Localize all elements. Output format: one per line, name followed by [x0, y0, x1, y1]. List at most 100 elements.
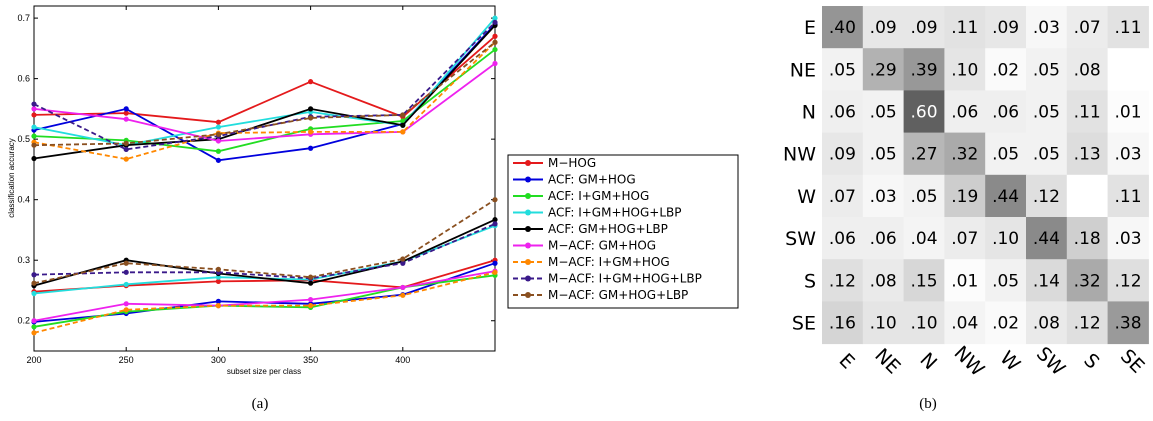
row-label: NW [783, 144, 816, 166]
cell-fill [944, 6, 986, 49]
matrix-cell: .07 [944, 217, 986, 260]
y-tick-label: 0.5 [17, 134, 30, 144]
series-line [33, 41, 496, 161]
cell-value: .08 [870, 271, 897, 291]
cell-value: .13 [1074, 145, 1101, 165]
data-point [215, 298, 221, 304]
data-point [31, 106, 37, 112]
cell-value: .12 [1114, 271, 1141, 291]
matrix-cell: .08 [1026, 301, 1068, 345]
data-point [31, 155, 37, 162]
cell-fill [903, 132, 945, 176]
cell-fill [1026, 217, 1068, 260]
data-point [31, 318, 37, 324]
matrix-cell: .15 [903, 259, 945, 302]
y-tick-label: 0.6 [17, 74, 30, 84]
matrix-cell: .05 [862, 132, 905, 176]
matrix-cell: .06 [822, 90, 864, 134]
cell-value: .11 [1114, 187, 1141, 207]
data-point [31, 101, 37, 107]
series-line [33, 41, 496, 147]
cell-fill [985, 6, 1027, 49]
legend-label: ACF: GM+HOG+LBP [548, 222, 668, 236]
matrix-cell: .12 [1026, 174, 1068, 218]
matrix-cell: .13 [1066, 132, 1109, 176]
data-point [215, 131, 221, 137]
data-point [492, 217, 498, 223]
cell-fill [944, 174, 986, 218]
cell-fill [862, 48, 905, 91]
cell-fill [862, 174, 905, 218]
data-point [492, 46, 498, 53]
legend-item: M−ACF: I+GM+HOG [513, 255, 670, 269]
cell-value: .06 [951, 103, 978, 123]
data-point [31, 330, 37, 336]
cell-fill [862, 301, 905, 345]
plot-area [33, 5, 496, 352]
data-point [492, 19, 498, 25]
legend: M−HOG ACF: GM+HOG ACF: I+GM+HOG ACF: I+GM+H… [507, 154, 739, 309]
column-label: SE [1116, 345, 1149, 378]
cell-value: .05 [870, 103, 897, 123]
cell-fill [1026, 48, 1068, 91]
cell-fill [1066, 132, 1109, 176]
data-point [215, 148, 221, 154]
cell-value: .03 [1114, 229, 1141, 249]
matrix-cell: .08 [1066, 48, 1109, 91]
cell-value: .09 [870, 18, 897, 38]
matrix-cell: .05 [1026, 90, 1068, 134]
matrix-cell: .06 [985, 90, 1027, 134]
cell-fill [1107, 174, 1149, 218]
matrix-cell: .05 [985, 259, 1027, 302]
column-label: N [915, 349, 941, 375]
data-point [492, 260, 498, 266]
legend-swatch-marker [525, 259, 531, 265]
data-point [215, 119, 221, 125]
caption-b: (b) [919, 396, 937, 412]
cell-fill [903, 48, 945, 91]
matrix-cell: .05 [903, 174, 945, 218]
cell-value: .18 [1074, 229, 1101, 249]
matrix-cell: .06 [862, 217, 905, 260]
data-point [492, 197, 498, 203]
matrix-cell: .32 [1066, 259, 1109, 302]
matrix-cell: .11 [1107, 174, 1149, 218]
cell-value: .32 [1074, 271, 1101, 291]
cell-fill [822, 48, 864, 91]
data-point [123, 116, 129, 122]
data-point [492, 269, 498, 275]
matrix-cell: .06 [944, 90, 986, 134]
data-point [308, 115, 314, 121]
data-point [215, 124, 221, 130]
matrix-cell: .38 [1107, 301, 1149, 345]
legend-swatch-marker [525, 209, 531, 216]
matrix-cell: .01 [944, 259, 986, 302]
matrix-cell: .12 [1107, 259, 1149, 302]
matrix-cell: .03 [1107, 132, 1149, 176]
matrix-cell: .05 [822, 48, 864, 91]
cell-fill [822, 132, 864, 176]
x-tick-label: 400 [395, 355, 410, 365]
matrix-cell: .14 [1026, 259, 1068, 302]
matrix-cell: .12 [822, 259, 864, 302]
data-point [123, 269, 129, 275]
matrix-cell: .01 [1107, 90, 1149, 134]
data-point [123, 140, 129, 146]
row-labels: E NE N NW W SW S SE [783, 17, 816, 334]
matrix-cell: .12 [1066, 301, 1109, 345]
cell-fill [1026, 90, 1068, 134]
cell-fill [903, 90, 945, 134]
x-axis: 200 250 300 350 400 [26, 6, 410, 365]
matrix-cells: .40 .09 .09 .11 .09 .03 .07 .11 .05 .29 .39 .10 .02.… [822, 6, 1149, 345]
cell-value: .05 [992, 145, 1019, 165]
cell-fill [822, 174, 864, 218]
cell-fill [985, 48, 1027, 91]
cell-fill [1026, 259, 1068, 302]
matrix-cell: .04 [944, 301, 986, 345]
legend-label: M−ACF: I+GM+HOG+LBP [548, 272, 702, 286]
row-label: SW [785, 228, 816, 250]
data-point [123, 281, 129, 288]
row-label: SE [792, 313, 816, 335]
cell-fill [862, 217, 905, 260]
series-lines [31, 15, 498, 336]
